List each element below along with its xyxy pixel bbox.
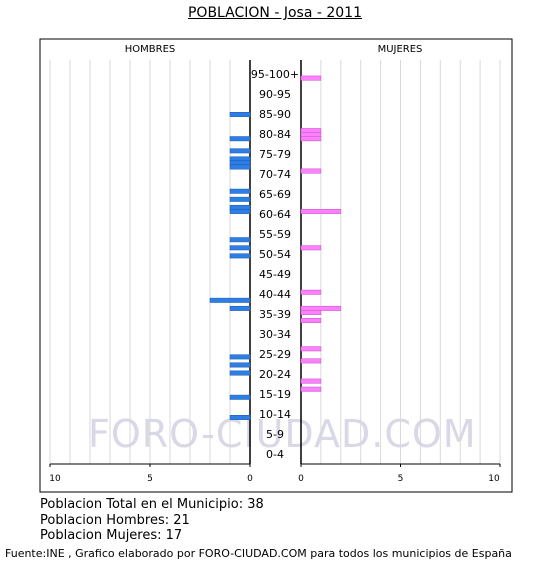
men-bar (229, 354, 251, 360)
women-population-stat: Poblacion Mujeres: 17 (40, 528, 183, 543)
x-tick-label: 0 (298, 474, 304, 484)
age-group-label: 10-14 (259, 408, 291, 421)
x-tick-label: 0 (247, 474, 253, 484)
men-bar (229, 112, 251, 117)
men-bars (209, 112, 251, 420)
age-group-label: 35-39 (259, 308, 291, 321)
x-tick-label: 10 (488, 474, 500, 484)
x-tick-label: 5 (398, 474, 404, 484)
age-group-label: 80-84 (259, 128, 291, 141)
women-bar (300, 289, 322, 295)
age-group-label: 65-69 (259, 188, 291, 201)
men-bar (229, 253, 251, 259)
women-bar (300, 128, 322, 134)
men-bar (229, 305, 251, 311)
men-bar (229, 237, 251, 243)
age-group-label: 20-24 (259, 368, 291, 381)
women-bar (300, 305, 342, 311)
population-pyramid-chart: HOMBRES MUJERES 95-100+ 90-95 85-90 80-84 75… (39, 38, 513, 493)
men-bar (229, 370, 251, 376)
age-labels: 95-100+ 90-95 85-90 80-84 75-79 70-74 65-69 60-… (251, 68, 299, 461)
age-group-label: 55-59 (259, 228, 291, 241)
age-group-label: 30-34 (259, 328, 291, 341)
men-bar (209, 297, 251, 303)
men-bar (229, 136, 251, 142)
men-bar (229, 164, 251, 170)
women-bar (300, 245, 322, 251)
men-bar (229, 148, 251, 154)
age-group-label: 60-64 (259, 208, 291, 221)
age-group-label: 0-4 (266, 448, 284, 461)
age-group-label: 5-9 (266, 428, 284, 441)
women-bar (300, 75, 322, 81)
women-bar (300, 168, 322, 174)
women-bar (300, 386, 322, 392)
men-bar (229, 208, 251, 214)
age-group-label: 85-90 (259, 108, 291, 121)
watermark: FORO-CIUDAD.COM (88, 412, 477, 456)
men-side-label: HOMBRES (125, 44, 176, 55)
men-bar (229, 160, 251, 166)
women-bar (300, 309, 322, 315)
women-bar (300, 208, 342, 214)
age-group-label: 40-44 (259, 288, 291, 301)
age-group-label: 45-49 (259, 268, 291, 281)
women-bar (300, 318, 322, 323)
men-bar (229, 156, 251, 162)
grid-lines (49, 60, 501, 464)
men-bar (229, 394, 251, 400)
women-bar (300, 358, 322, 364)
age-group-label: 15-19 (259, 388, 291, 401)
age-group-label: 95-100+ (251, 68, 299, 81)
men-bar (229, 188, 251, 194)
source-note: Fuente:INE , Grafico elaborado por FORO-… (5, 547, 512, 560)
women-bar (300, 132, 322, 138)
women-bars (300, 75, 342, 392)
x-tick-label: 5 (147, 474, 153, 484)
men-bar (229, 204, 251, 210)
men-population-stat: Poblacion Hombres: 21 (40, 513, 190, 528)
women-side-label: MUJERES (378, 44, 423, 55)
age-group-label: 70-74 (259, 168, 291, 181)
x-tick-label: 10 (49, 474, 61, 484)
men-bar (229, 362, 251, 368)
chart-frame (39, 38, 513, 493)
women-bar (300, 346, 322, 352)
men-bar (229, 415, 251, 420)
age-group-label: 25-29 (259, 348, 291, 361)
men-bar (229, 245, 251, 251)
men-bar (229, 196, 251, 202)
total-population-stat: Poblacion Total en el Municipio: 38 (40, 497, 264, 512)
chart-title: POBLACION - Josa - 2011 (187, 5, 362, 21)
age-group-label: 50-54 (259, 248, 291, 261)
x-tick-labels: 10 5 0 0 5 10 (49, 464, 501, 484)
age-group-label: 90-95 (259, 88, 291, 101)
women-bar (300, 378, 322, 384)
age-group-label: 75-79 (259, 148, 291, 161)
women-bar (300, 136, 322, 142)
